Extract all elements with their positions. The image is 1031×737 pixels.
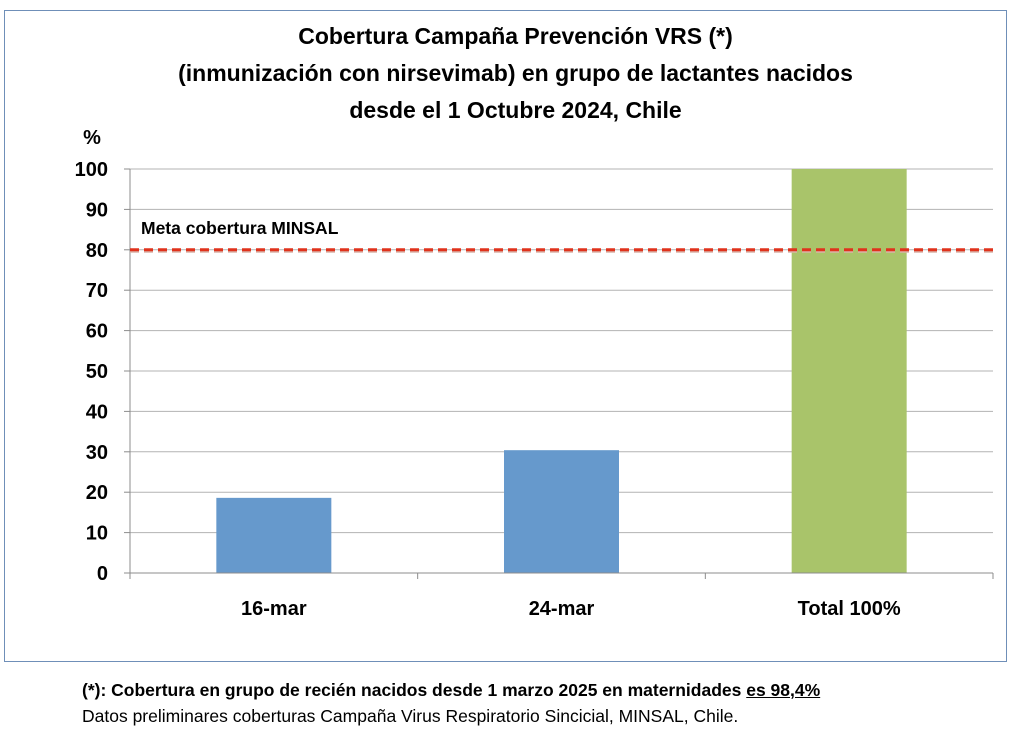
y-tick-label: 60 [86,321,108,343]
chart-title-line-2: (inmunización con nirsevimab) en grupo d… [178,60,853,86]
footnote-bold-text: (*): Cobertura en grupo de recién nacido… [82,680,747,700]
footnote: (*): Cobertura en grupo de recién nacido… [82,677,820,729]
x-category-label: 24-mar [529,598,595,620]
chart-title-line-3: desde el 1 Octubre 2024, Chile [349,97,682,123]
chart-title-line-1: Cobertura Campaña Prevención VRS (*) [298,23,733,49]
bar [216,497,332,573]
chart-title: Cobertura Campaña Prevención VRS (*) (in… [0,18,1031,129]
reference-line-label: Meta cobertura MINSAL [141,218,339,238]
y-tick-label: 0 [97,563,108,585]
y-tick-label: 20 [86,482,108,504]
y-tick-label: 80 [86,240,108,262]
y-tick-label: 100 [75,159,108,181]
bar [504,450,619,573]
y-tick-label: 50 [86,361,108,383]
y-tick-label: 90 [86,199,108,221]
y-tick-label: 10 [86,523,108,545]
y-tick-label: 70 [86,280,108,302]
footnote-highlight: es 98,4% [746,680,821,700]
y-tick-label: 30 [86,442,108,464]
footnote-line-2: Datos preliminares coberturas Campaña Vi… [82,706,739,726]
y-axis-label: % [83,127,101,149]
x-category-label: Total 100% [798,598,901,620]
footnote-line-1: (*): Cobertura en grupo de recién nacido… [82,677,820,703]
y-tick-label: 40 [86,401,108,423]
bar [791,169,907,573]
x-category-label: 16-mar [241,598,307,620]
